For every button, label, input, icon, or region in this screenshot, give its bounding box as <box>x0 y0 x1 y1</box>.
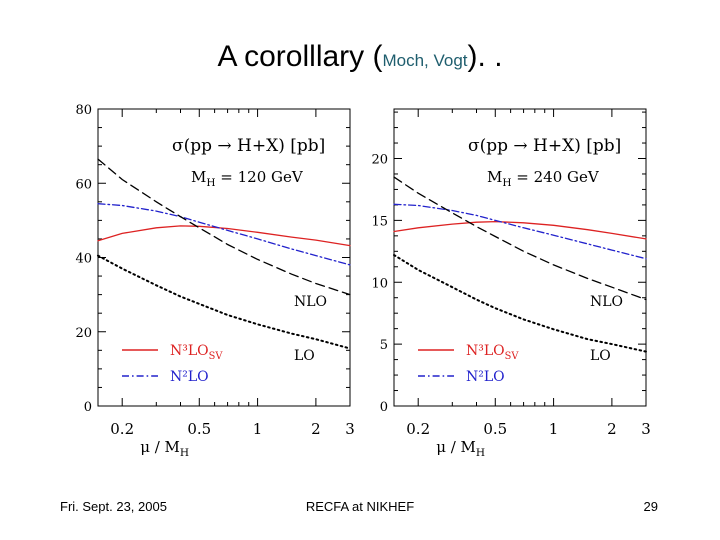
slide-title: A corolllary (Moch, Vogt). . <box>0 40 720 74</box>
chart-subtitle: MH = 120 GeV <box>191 168 304 189</box>
slide-title-end: ). . <box>467 40 503 73</box>
x-tick-label: 0.2 <box>110 420 134 438</box>
y-tick-label: 0 <box>84 400 92 415</box>
chart-title: σ(pp → H+X) [pb] <box>172 136 325 156</box>
annotation-nlo: NLO <box>590 294 623 310</box>
x-tick-label: 2 <box>311 420 321 438</box>
series-nlo-line <box>393 176 647 301</box>
y-tick-label: 80 <box>75 103 92 118</box>
chart-title: σ(pp → H+X) [pb] <box>468 136 621 156</box>
y-tick-label: 10 <box>371 276 388 291</box>
series-nlo-line <box>97 158 351 296</box>
series-lo-line <box>97 254 351 350</box>
x-axis-label: μ / MH <box>140 438 189 459</box>
x-tick-label: 0.5 <box>187 420 211 438</box>
legend-label-n3lo: N³LOSV <box>170 343 223 362</box>
x-tick-label: 3 <box>641 420 651 438</box>
legend-label-n3lo: N³LOSV <box>466 343 519 362</box>
series-n3lo-line <box>97 225 351 247</box>
footer-venue: RECFA at NIKHEF <box>305 499 415 514</box>
x-tick-label: 1 <box>549 420 559 438</box>
y-tick-label: 15 <box>371 214 388 229</box>
chart-subtitle: MH = 240 GeV <box>487 168 600 189</box>
footer-date: Fri. Sept. 23, 2005 <box>60 499 167 514</box>
slide-title-authors: Moch, Vogt <box>382 51 468 70</box>
annotation-lo: LO <box>294 348 315 364</box>
series-lo-line <box>393 254 647 353</box>
x-tick-label: 0.5 <box>483 420 507 438</box>
legend-label-n2lo: N²LO <box>170 369 209 385</box>
x-tick-label: 0.2 <box>406 420 430 438</box>
chart-mh120: 0 20 40 60 80 0.2 0.5 1 2 3 μ / MH σ(pp → H+X) [pb]… <box>75 103 355 459</box>
y-tick-label: 60 <box>75 177 92 192</box>
y-tick-label: 5 <box>380 338 388 353</box>
y-tick-label: 20 <box>75 326 92 341</box>
x-tick-label: 2 <box>607 420 617 438</box>
x-tick-label: 3 <box>345 420 355 438</box>
page-number: 29 <box>643 499 658 514</box>
slide-title-main: A corolllary ( <box>217 40 383 73</box>
x-axis-label: μ / MH <box>436 438 485 459</box>
legend-label-n2lo: N²LO <box>466 369 505 385</box>
plot-frame <box>393 108 647 407</box>
series-n2lo-line <box>393 203 647 260</box>
series-n2lo-line <box>97 203 351 266</box>
annotation-nlo: NLO <box>294 294 327 310</box>
y-tick-label: 40 <box>75 252 92 267</box>
annotation-lo: LO <box>590 348 611 364</box>
series-n3lo-line <box>393 220 647 240</box>
y-tick-label: 20 <box>371 153 388 168</box>
x-tick-label: 1 <box>253 420 263 438</box>
chart-mh240: 0 5 10 15 20 0.2 0.5 1 2 3 μ / MH σ(pp → H+X) [pb] M… <box>371 108 651 459</box>
y-tick-label: 0 <box>380 400 388 415</box>
